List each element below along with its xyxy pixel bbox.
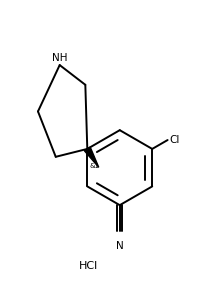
Text: N: N xyxy=(115,241,123,251)
Text: &1: &1 xyxy=(89,163,99,169)
Text: NH: NH xyxy=(52,53,67,63)
Text: Cl: Cl xyxy=(169,135,179,145)
Text: HCl: HCl xyxy=(78,261,97,271)
Polygon shape xyxy=(84,147,98,167)
